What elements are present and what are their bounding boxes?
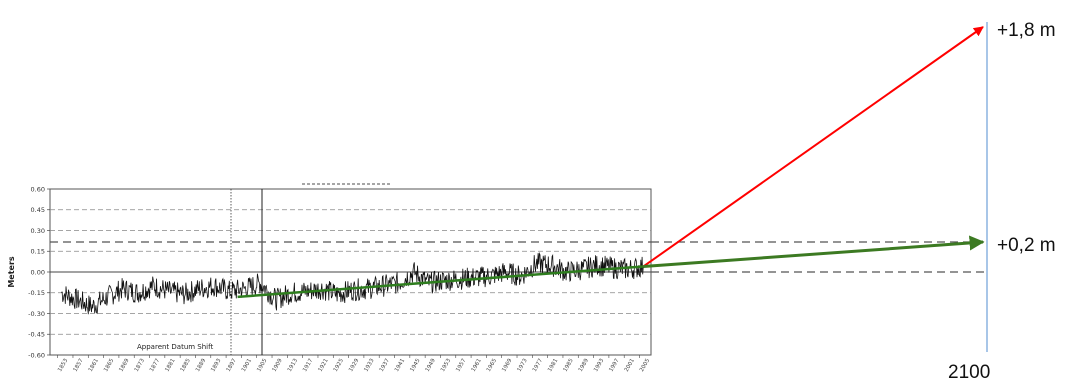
x-tick-label: 1933	[363, 357, 375, 373]
x-tick-label: 1853	[57, 357, 69, 373]
x-tick-label: 1965	[486, 357, 498, 373]
x-tick-label: 1905	[256, 357, 268, 373]
x-tick-label: 1857	[73, 357, 85, 373]
y-tick-label: -0.15	[28, 289, 45, 297]
x-tick-label: 1893	[210, 357, 222, 373]
projection-arrow-low	[643, 235, 985, 268]
annotation-apparent-datum-shift: Apparent Datum Shift	[137, 343, 213, 351]
x-tick-label: 1945	[409, 357, 421, 373]
projection-label-high: +1,8 m	[997, 20, 1056, 41]
series-group	[61, 251, 644, 315]
x-tick-label: 1957	[455, 357, 467, 373]
projection-arrow-high	[642, 26, 984, 268]
x-tick-label: 1949	[425, 357, 437, 373]
x-tick-label: 1981	[547, 358, 559, 373]
y-tick-labels: 0.60 0.45 0.30 0.15 0.00 -0.15 -0.30 -0.45 -0.60	[28, 185, 45, 359]
x-tick-label: 1961	[471, 358, 483, 373]
y-tick-label: 0.15	[31, 248, 45, 256]
x-tick-label: 1861	[88, 358, 100, 373]
x-tick-label: 1989	[578, 357, 590, 373]
x-tick-label: 1869	[118, 357, 130, 373]
x-tick-label: 1901	[241, 358, 253, 373]
x-tick-label: 1921	[317, 358, 329, 373]
x-tick-label: 1877	[149, 357, 161, 373]
y-tick-label: 0.30	[31, 227, 45, 235]
y-tick-label: -0.60	[28, 351, 45, 359]
x-tick-label: 1985	[562, 357, 574, 373]
x-tick-label: 2001	[624, 358, 636, 373]
y-axis-label: Meters	[7, 256, 16, 288]
x-tick-label: 1941	[394, 358, 406, 373]
x-tick-label: 1977	[532, 357, 544, 373]
projection-group	[50, 22, 988, 352]
x-tick-label: 1993	[593, 357, 605, 373]
x-tick-label: 1865	[103, 357, 115, 373]
x-tick-label: 1909	[272, 357, 284, 373]
x-tick-label: 1889	[195, 357, 207, 373]
x-tick-label: 1873	[134, 357, 146, 373]
x-tick-label: 1885	[180, 357, 192, 373]
x-tick-label: 1925	[333, 357, 345, 373]
x-tick-label: 1969	[501, 357, 513, 373]
trend-line	[237, 265, 644, 299]
x-tick-label: 1917	[302, 357, 314, 373]
projection-year-label: 2100	[948, 362, 990, 383]
y-tick-label: 0.60	[31, 185, 45, 193]
x-tick-label: 1897	[226, 357, 238, 373]
x-tick-label: 1937	[379, 357, 391, 373]
x-tick-labels: 1853 1857 1861 1865 1869 1873 1877 1881 1885 1889…	[57, 355, 651, 373]
y-tick-label: -0.45	[28, 331, 45, 339]
x-tick-label: 1881	[164, 358, 176, 373]
x-tick-label: 1929	[348, 357, 360, 373]
y-tick-label: 0.45	[31, 206, 45, 214]
x-tick-label: 1997	[608, 357, 620, 373]
tide-gauge-series-line	[61, 251, 644, 315]
x-tick-label: 1913	[287, 357, 299, 373]
x-tick-label: 1973	[517, 357, 529, 373]
projection-label-low: +0,2 m	[997, 235, 1056, 256]
y-tick-label: -0.30	[28, 310, 45, 318]
x-tick-label: 1953	[440, 357, 452, 373]
y-tick-label: 0.00	[31, 268, 45, 276]
x-tick-label: 2005	[639, 357, 651, 373]
